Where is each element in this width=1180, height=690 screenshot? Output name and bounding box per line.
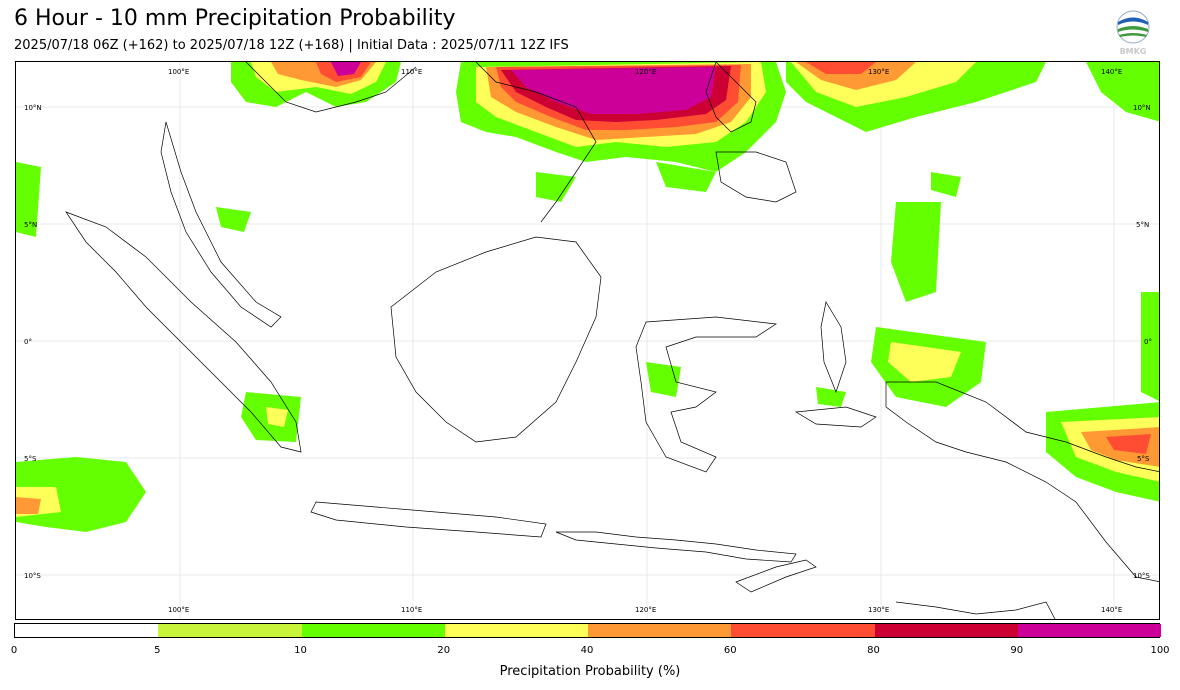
- colorbar-tick-label: 40: [580, 645, 594, 656]
- colorbar: [14, 623, 1161, 638]
- colorbar-tick-label: 0: [10, 645, 18, 656]
- lon-label-top: 100°E: [168, 68, 189, 76]
- colorbar-tick-label: 20: [437, 645, 451, 656]
- lat-label-left: 5°S: [24, 455, 37, 463]
- chart-subtitle: 2025/07/18 06Z (+162) to 2025/07/18 12Z …: [14, 38, 569, 53]
- lat-label-left: 5°N: [24, 221, 37, 229]
- lon-label-bottom: 100°E: [168, 606, 189, 614]
- colorbar-segment: [1017, 624, 1161, 637]
- colorbar-segment: [588, 624, 732, 637]
- colorbar-ticks: 0 5 10 20 40 60 80 90 100: [10, 645, 1170, 659]
- lat-label-left: 10°S: [24, 572, 41, 580]
- colorbar-tick-label: 10: [294, 645, 307, 656]
- lat-label-right: 10°N: [1133, 104, 1151, 112]
- coastlines: [65, 62, 1159, 619]
- colorbar-tick-label: 100: [1150, 645, 1170, 656]
- bmkg-logo: BMKG: [1114, 10, 1152, 56]
- map-canvas: 100°E 110°E 120°E 130°E 140°E 100°E 110°…: [16, 62, 1159, 619]
- logo-text: BMKG: [1120, 47, 1147, 56]
- colorbar-segment: [444, 624, 588, 637]
- lon-label-top: 110°E: [401, 68, 422, 76]
- colorbar-segment: [874, 624, 1018, 637]
- lon-label-bottom: 120°E: [635, 606, 656, 614]
- colorbar-tick-label: 90: [1010, 645, 1024, 656]
- colorbar-segment: [15, 624, 159, 637]
- lat-label-left: 10°N: [24, 104, 42, 112]
- lat-label-right: 5°S: [1137, 455, 1150, 463]
- colorbar-segment: [301, 624, 445, 637]
- lon-label-bottom: 130°E: [868, 606, 889, 614]
- colorbar-segment: [158, 624, 302, 637]
- colorbar-tick-label: 5: [154, 645, 161, 656]
- lon-label-bottom: 140°E: [1101, 606, 1122, 614]
- chart-title: 6 Hour - 10 mm Precipitation Probability: [14, 6, 456, 31]
- lat-label-right: 0°: [1144, 338, 1152, 346]
- colorbar-label: Precipitation Probability (%): [499, 664, 681, 679]
- map-panel: 100°E 110°E 120°E 130°E 140°E 100°E 110°…: [15, 61, 1160, 620]
- map-grid-labels: 100°E 110°E 120°E 130°E 140°E 100°E 110°…: [24, 68, 1152, 614]
- lon-label-top: 120°E: [635, 68, 656, 76]
- colorbar-tick-label: 80: [867, 645, 880, 656]
- precip-fields: [16, 62, 1159, 532]
- lon-label-bottom: 110°E: [401, 606, 422, 614]
- lon-label-top: 140°E: [1101, 68, 1122, 76]
- lat-label-left: 0°: [24, 338, 32, 346]
- colorbar-tick-label: 60: [723, 645, 737, 656]
- lat-label-right: 5°N: [1136, 221, 1149, 229]
- lon-label-top: 130°E: [868, 68, 889, 76]
- colorbar-segment: [731, 624, 875, 637]
- lat-label-right: 10°S: [1133, 572, 1150, 580]
